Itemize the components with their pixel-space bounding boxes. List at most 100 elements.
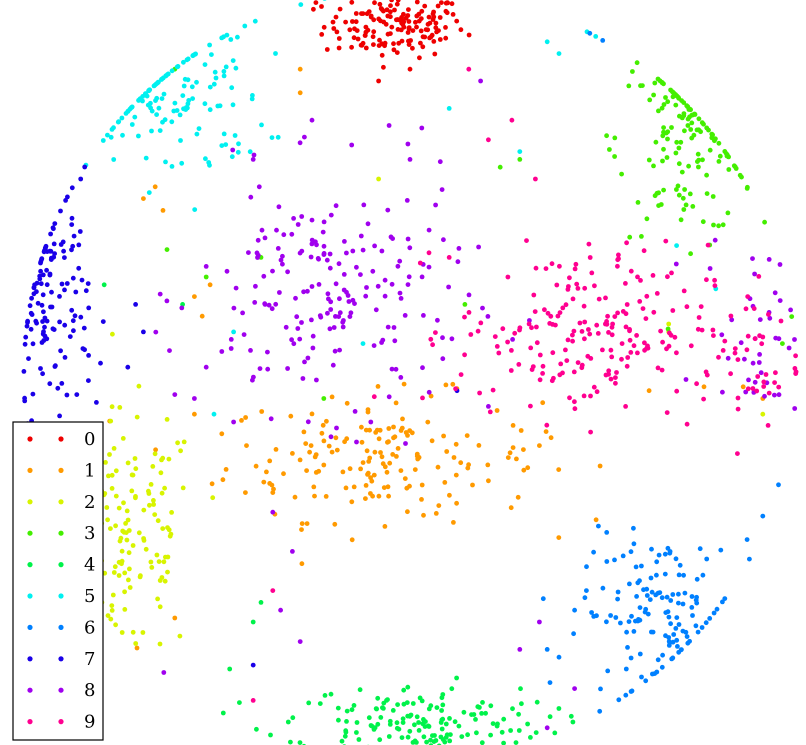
point-digit-1 <box>419 482 425 488</box>
point-digit-3 <box>644 216 650 222</box>
point-digit-8 <box>228 346 234 351</box>
point-digit-1 <box>326 443 332 449</box>
point-digit-9 <box>529 325 534 331</box>
point-digit-1 <box>378 450 383 455</box>
point-digit-6 <box>666 643 672 648</box>
point-digit-4 <box>401 701 407 707</box>
point-digit-0 <box>414 0 420 5</box>
point-digit-5 <box>132 114 138 120</box>
point-digit-2 <box>109 486 115 491</box>
point-digit-0 <box>349 0 355 5</box>
legend-marker <box>58 687 64 693</box>
point-digit-5 <box>100 138 106 143</box>
point-digit-2 <box>132 456 138 461</box>
point-digit-9 <box>600 347 605 353</box>
point-digit-1 <box>364 448 370 454</box>
point-digit-0 <box>443 25 448 30</box>
point-digit-1 <box>391 424 396 430</box>
point-digit-3 <box>656 190 661 196</box>
point-digit-5 <box>146 190 152 196</box>
legend-label: 3 <box>84 523 95 544</box>
point-digit-8 <box>485 314 491 319</box>
point-digit-0 <box>337 6 343 12</box>
point-digit-1 <box>372 449 378 455</box>
point-digit-7 <box>42 245 48 251</box>
point-digit-7 <box>71 328 76 334</box>
point-digit-9 <box>466 66 472 72</box>
point-digit-9 <box>417 260 423 266</box>
point-digit-4 <box>434 705 440 710</box>
point-digit-9 <box>589 270 595 276</box>
point-digit-9 <box>458 372 464 377</box>
point-digit-8 <box>792 337 797 342</box>
point-digit-4 <box>373 706 379 711</box>
point-digit-0 <box>391 47 397 53</box>
point-digit-9 <box>566 284 571 289</box>
point-digit-7 <box>86 305 92 311</box>
point-digit-1 <box>316 468 322 474</box>
point-digit-1 <box>398 468 404 473</box>
point-digit-6 <box>690 613 695 618</box>
point-digit-6 <box>582 595 588 601</box>
point-digit-9 <box>660 339 665 345</box>
point-digit-9 <box>674 350 679 356</box>
point-digit-8 <box>766 257 772 262</box>
point-digit-4 <box>377 737 383 743</box>
point-digit-9 <box>755 374 761 379</box>
point-digit-4 <box>479 711 484 716</box>
point-digit-8 <box>192 396 197 401</box>
point-digit-8 <box>480 305 485 311</box>
point-digit-5 <box>242 23 248 29</box>
point-digit-9 <box>550 350 556 356</box>
point-digit-9 <box>668 332 674 338</box>
point-digit-0 <box>363 45 369 51</box>
point-digit-6 <box>600 38 606 43</box>
point-digit-5 <box>232 133 238 138</box>
point-digit-3 <box>676 145 682 151</box>
point-digit-8 <box>746 377 751 383</box>
point-digit-7 <box>78 314 84 320</box>
point-digit-2 <box>136 383 142 389</box>
point-digit-6 <box>760 513 766 519</box>
point-digit-9 <box>557 372 563 378</box>
point-digit-9 <box>705 242 711 248</box>
point-digit-8 <box>259 227 265 233</box>
point-digit-8 <box>219 349 225 354</box>
point-digit-8 <box>333 203 339 209</box>
point-digit-5 <box>109 126 115 132</box>
point-digit-5 <box>111 157 117 162</box>
point-digit-9 <box>645 345 651 351</box>
point-digit-0 <box>416 11 422 17</box>
point-digit-6 <box>643 606 649 612</box>
point-digit-1 <box>304 521 310 526</box>
point-digit-4 <box>322 693 328 698</box>
point-digit-0 <box>313 0 319 5</box>
point-digit-9 <box>468 332 474 337</box>
point-digit-0 <box>351 35 357 41</box>
point-digit-1 <box>403 430 409 435</box>
point-digit-6 <box>604 619 609 625</box>
point-digit-4 <box>401 687 407 693</box>
point-digit-1 <box>540 400 546 406</box>
point-digit-2 <box>105 613 111 618</box>
point-digit-1 <box>343 485 349 491</box>
point-digit-7 <box>79 277 85 283</box>
point-digit-4 <box>400 720 406 725</box>
point-digit-6 <box>584 588 589 593</box>
point-digit-2 <box>157 604 163 610</box>
point-digit-6 <box>683 629 689 635</box>
legend-entry-9: 9 <box>27 712 95 733</box>
point-digit-3 <box>630 69 635 74</box>
point-digit-3 <box>673 102 679 108</box>
point-digit-4 <box>297 740 303 745</box>
point-digit-1 <box>243 415 249 420</box>
point-digit-2 <box>180 485 186 491</box>
point-digit-4 <box>465 732 470 738</box>
point-digit-8 <box>280 253 285 259</box>
point-digit-9 <box>628 350 634 355</box>
point-digit-5 <box>161 91 167 97</box>
point-digit-7 <box>53 363 58 369</box>
point-digit-2 <box>157 641 163 647</box>
point-digit-3 <box>678 139 684 145</box>
point-digit-5 <box>223 142 229 148</box>
